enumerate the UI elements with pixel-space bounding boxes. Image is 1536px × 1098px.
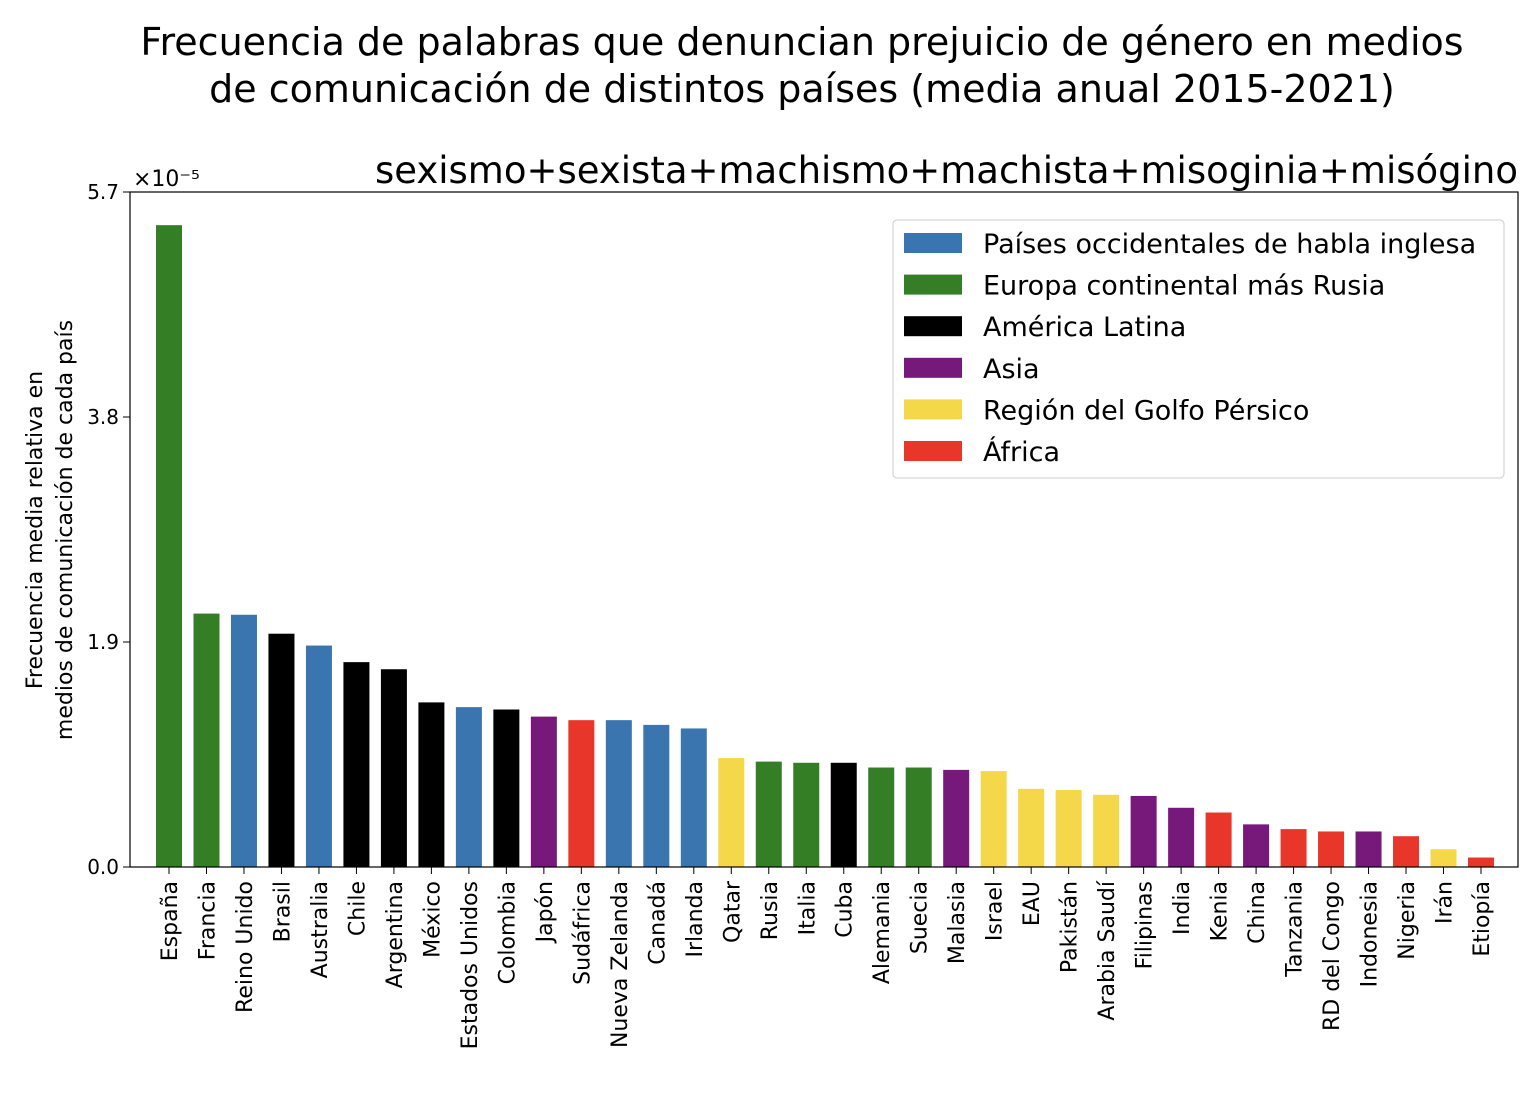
bar [455,707,482,867]
x-tick-label: Arabia Saudí [1095,880,1120,1020]
bar [605,720,632,867]
bar [718,758,745,867]
x-tick-label: Nueva Zelanda [608,881,633,1048]
bar [1355,831,1382,867]
bar [493,709,520,867]
x-tick-label: Nigeria [1395,881,1420,960]
bar [568,720,595,867]
x-tick-label: Cuba [833,881,858,938]
x-tick-label: México [420,881,445,958]
bar [156,225,182,867]
x-tick-label: Alemania [870,881,895,984]
chart-title-line-1: Frecuencia de palabras que denuncian pre… [140,20,1463,64]
bar [530,716,557,867]
y-tick-label: 3.8 [87,405,119,429]
legend-label: Asia [983,354,1040,385]
legend-swatch [904,316,962,337]
bar [905,767,932,867]
x-tick-label: Australia [308,881,333,978]
x-tick-label: Italia [795,881,820,935]
legend-swatch [904,399,962,420]
x-tick-label: Indonesia [1358,881,1383,987]
x-tick-label: Chile [345,881,370,936]
y-axis-label-line-1: Frecuencia media relativa en [23,371,48,689]
x-tick-label: Qatar [720,880,745,943]
x-tick-label: Suecia [908,881,933,954]
x-tick-label: Tanzania [1283,881,1308,978]
bar [1093,794,1120,867]
bar [1468,857,1494,867]
legend-label: Países occidentales de habla inglesa [983,229,1476,260]
bar [1168,807,1195,867]
x-tick-label: Etiopía [1470,881,1495,957]
plot-frame [129,191,1519,868]
x-tick-label: Canadá [645,881,670,965]
chart-subtitle: sexismo+sexista+machismo+machista+misogi… [375,149,1518,192]
legend-label: África [983,436,1060,468]
x-tick-label: España [158,881,183,961]
y-multiplier: ×10⁻⁵ [133,167,200,192]
x-tick-label: Estados Unidos [458,881,483,1049]
legend-box [892,219,1505,479]
bar [1130,795,1157,867]
bar [1243,824,1270,867]
legend-swatch [904,441,962,461]
bar [305,645,332,867]
bar [755,761,782,867]
legend-label: Región del Golfo Pérsico [983,395,1309,426]
x-tick-label: Filipinas [1133,881,1158,969]
bar [230,614,257,867]
bar [793,762,820,867]
bar [1018,788,1045,867]
legend-label: Europa continental más Rusia [983,271,1385,302]
x-tick-label: Malasia [945,881,970,964]
x-tick-label: Israel [983,881,1008,941]
bar [1280,829,1307,867]
legend-swatch [904,274,962,295]
x-tick-label: Francia [195,881,220,960]
x-tick-label: Pakistán [1058,881,1083,973]
y-tick-label: 1.9 [87,630,119,654]
bar [380,669,407,867]
bar [643,724,670,867]
bar [418,702,445,867]
legend-swatch [904,233,962,253]
y-tick-label: 0.0 [87,855,119,879]
x-tick-label: Irlanda [683,881,708,958]
x-tick-label: Colombia [495,881,520,984]
y-tick-label: 5.7 [87,180,119,204]
x-tick-label: Sudáfrica [570,881,595,985]
x-tick-label: China [1245,881,1270,944]
x-tick-label: RD del Congo [1320,881,1345,1031]
bar [830,762,857,867]
bar [1055,790,1082,867]
y-axis-label-line-2: medios de comunicación de cada país [53,320,78,740]
bar [1318,831,1345,867]
x-tick-label: Kenia [1208,881,1233,941]
bar [1393,836,1420,867]
bar [193,613,220,867]
legend-label: América Latina [983,312,1186,343]
bar [980,771,1007,867]
bar [868,767,895,867]
bar [1205,812,1232,867]
x-tick-label: Rusia [758,881,783,940]
legend-swatch [904,357,962,378]
x-tick-label: Brasil [270,881,295,942]
bar [1430,849,1457,867]
x-tick-label: Reino Unido [233,881,258,1013]
x-tick-label: EAU [1020,881,1045,926]
x-tick-label: Irán [1433,881,1458,924]
x-tick-label: Argentina [383,881,408,988]
bar [268,633,295,867]
x-tick-label: Japón [533,881,558,944]
chart-title-line-2: de comunicación de distintos países (med… [209,67,1395,111]
bar [943,769,970,867]
bar [680,728,707,867]
x-tick-label: India [1170,881,1195,935]
bar [343,662,370,867]
legend: Países occidentales de habla inglesa Euro… [892,219,1505,479]
